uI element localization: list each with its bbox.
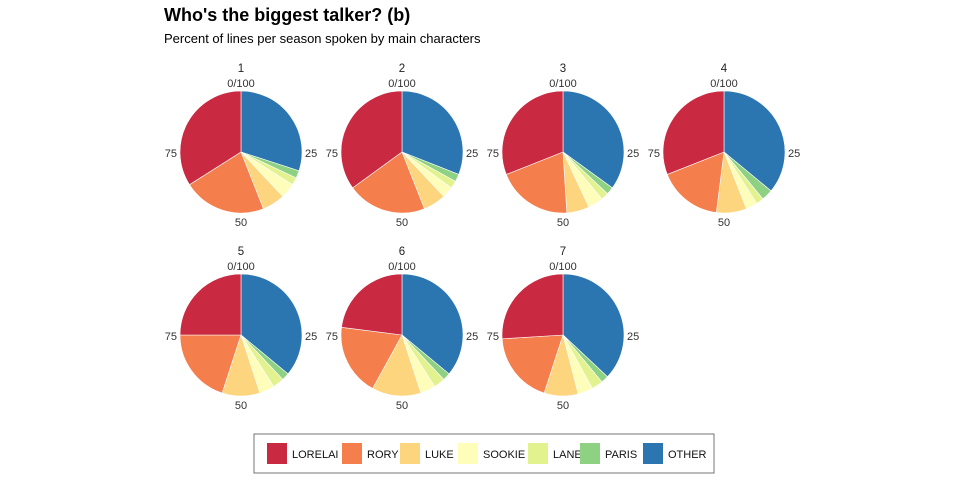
legend-item-rory: RORY bbox=[342, 443, 399, 464]
panel-title: 3 bbox=[560, 63, 566, 75]
pie-slice-lorelai bbox=[501, 90, 564, 175]
legend-swatch bbox=[528, 443, 548, 464]
tick-label-0-100: 0/100 bbox=[710, 78, 738, 90]
pie-panel-5: 5 0/100 25 50 75 bbox=[165, 246, 318, 412]
chart-subtitle: Percent of lines per season spoken by ma… bbox=[164, 31, 481, 46]
pie-slice-rory bbox=[340, 327, 403, 389]
tick-label-25: 25 bbox=[627, 148, 639, 160]
panel-title: 6 bbox=[399, 246, 405, 258]
tick-label-0-100: 0/100 bbox=[227, 261, 255, 273]
legend-label: OTHER bbox=[668, 449, 707, 461]
tick-label-25: 25 bbox=[788, 148, 800, 160]
legend-items: LORELAI RORY LUKE SOOKIE LANE PARIS OTHER bbox=[267, 443, 707, 464]
tick-label-0-100: 0/100 bbox=[549, 261, 577, 273]
legend-item-paris: PARIS bbox=[580, 443, 637, 464]
pie-slice-other bbox=[240, 273, 303, 375]
pie-slice-lorelai bbox=[340, 90, 403, 189]
chart-title: Who's the biggest talker? (b) bbox=[164, 5, 411, 25]
legend-swatch bbox=[400, 443, 420, 464]
tick-label-25: 25 bbox=[466, 331, 478, 343]
tick-label-0-100: 0/100 bbox=[549, 78, 577, 90]
pie-slice-lorelai bbox=[179, 273, 242, 336]
tick-label-75: 75 bbox=[165, 148, 177, 160]
pie-slice-lorelai bbox=[662, 90, 725, 175]
pie-slice-other bbox=[401, 90, 464, 175]
tick-label-50: 50 bbox=[235, 400, 247, 412]
pie-slice-other bbox=[401, 273, 464, 375]
legend-label: PARIS bbox=[605, 449, 637, 461]
tick-label-0-100: 0/100 bbox=[227, 78, 255, 90]
tick-label-0-100: 0/100 bbox=[388, 78, 416, 90]
legend-label: RORY bbox=[367, 449, 399, 461]
pie-panel-1: 1 0/100 25 50 75 bbox=[165, 63, 318, 229]
tick-label-25: 25 bbox=[305, 331, 317, 343]
tick-label-0-100: 0/100 bbox=[388, 261, 416, 273]
pie-panel-7: 7 0/100 25 50 75 bbox=[487, 246, 640, 412]
pie-panels: 10/10025507520/10025507530/10025507540/1… bbox=[165, 63, 801, 412]
pie-slice-lorelai bbox=[179, 90, 242, 186]
pie-panel-3: 3 0/100 25 50 75 bbox=[487, 63, 640, 229]
tick-label-75: 75 bbox=[326, 148, 338, 160]
tick-label-75: 75 bbox=[165, 331, 177, 343]
panel-title: 5 bbox=[238, 246, 244, 258]
pie-slice-lorelai bbox=[341, 273, 403, 336]
pie-panel-4: 4 0/100 25 50 75 bbox=[648, 63, 801, 229]
panel-title: 7 bbox=[560, 246, 566, 258]
pie-slice-other bbox=[240, 90, 303, 172]
legend-item-lane: LANE bbox=[528, 443, 582, 464]
pie-slice-lorelai bbox=[501, 273, 564, 340]
pie-slice-rory bbox=[505, 151, 568, 214]
pie-slice-rory bbox=[501, 334, 564, 394]
panel-title: 2 bbox=[399, 63, 405, 75]
legend-item-lorelai: LORELAI bbox=[267, 443, 338, 464]
tick-label-25: 25 bbox=[627, 331, 639, 343]
panel-title: 1 bbox=[238, 63, 244, 75]
pie-panel-6: 6 0/100 25 50 75 bbox=[326, 246, 479, 412]
tick-label-50: 50 bbox=[557, 217, 569, 229]
tick-label-50: 50 bbox=[718, 217, 730, 229]
panel-title: 4 bbox=[721, 63, 728, 75]
tick-label-50: 50 bbox=[396, 400, 408, 412]
pie-slice-rory bbox=[189, 151, 264, 214]
pie-panel-2: 2 0/100 25 50 75 bbox=[326, 63, 479, 229]
pie-slice-rory bbox=[666, 151, 725, 213]
legend-swatch bbox=[643, 443, 663, 464]
tick-label-25: 25 bbox=[466, 148, 478, 160]
legend-item-other: OTHER bbox=[643, 443, 707, 464]
legend-box bbox=[253, 433, 715, 474]
pie-slice-other bbox=[562, 90, 625, 189]
legend-item-sookie: SOOKIE bbox=[458, 443, 525, 464]
tick-label-75: 75 bbox=[487, 148, 499, 160]
tick-label-50: 50 bbox=[396, 217, 408, 229]
legend: LORELAI RORY LUKE SOOKIE LANE PARIS OTHER bbox=[253, 433, 715, 474]
tick-label-50: 50 bbox=[235, 217, 247, 229]
pie-slice-rory bbox=[179, 334, 242, 394]
legend-label: LANE bbox=[553, 449, 582, 461]
tick-label-25: 25 bbox=[305, 148, 317, 160]
pie-slice-rory bbox=[352, 151, 425, 214]
legend-swatch bbox=[342, 443, 362, 464]
legend-label: LORELAI bbox=[292, 449, 338, 461]
legend-label: SOOKIE bbox=[483, 449, 525, 461]
legend-swatch bbox=[267, 443, 287, 464]
pie-slice-other bbox=[723, 90, 786, 192]
tick-label-75: 75 bbox=[487, 331, 499, 343]
legend-swatch bbox=[580, 443, 600, 464]
tick-label-75: 75 bbox=[326, 331, 338, 343]
tick-label-75: 75 bbox=[648, 148, 660, 160]
tick-label-50: 50 bbox=[557, 400, 569, 412]
legend-label: LUKE bbox=[425, 449, 454, 461]
legend-swatch bbox=[458, 443, 478, 464]
legend-item-luke: LUKE bbox=[400, 443, 454, 464]
pie-slice-other bbox=[562, 273, 625, 378]
